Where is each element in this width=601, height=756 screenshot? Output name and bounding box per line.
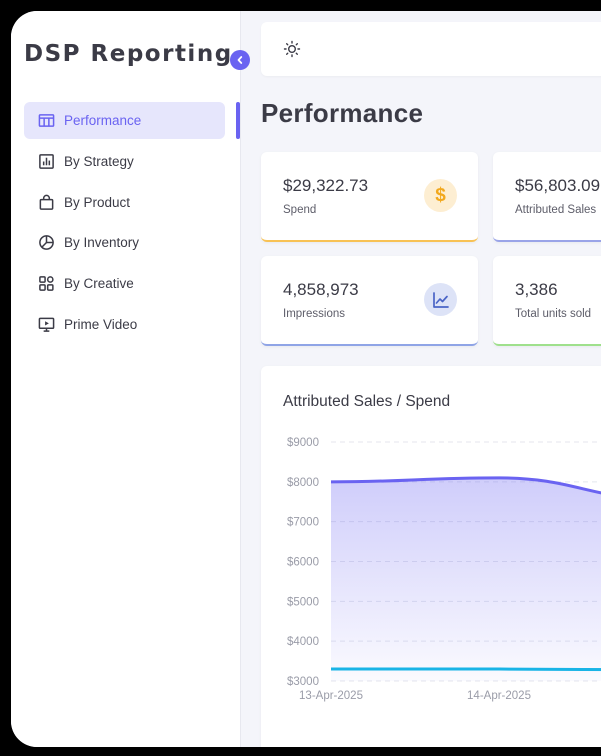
sidebar-item-by-creative[interactable]: By Creative <box>24 265 225 302</box>
y-tick-label: $7000 <box>287 517 319 529</box>
sidebar-item-by-strategy[interactable]: By Strategy <box>24 143 225 180</box>
page-title: Performance <box>261 98 424 128</box>
metric-card-attributed-sales: $56,803.09 Attributed Sales <box>493 152 601 242</box>
sidebar-item-label: By Product <box>64 194 131 210</box>
bar-chart-icon <box>38 153 55 170</box>
y-tick-label: $5000 <box>287 596 319 608</box>
sidebar-item-prime-video[interactable]: Prime Video <box>24 306 225 343</box>
x-tick-label: 13-Apr-2025 <box>299 690 363 702</box>
sidebar-item-label: By Strategy <box>64 153 134 169</box>
sidebar-item-performance[interactable]: Performance <box>24 102 225 139</box>
x-tick-label: 14-Apr-2025 <box>467 690 531 702</box>
series-area <box>331 477 601 681</box>
metric-value: $56,803.09 <box>515 176 601 195</box>
metric-value: 3,386 <box>515 280 558 299</box>
series-line <box>330 476 601 495</box>
y-tick-label: $6000 <box>287 557 319 569</box>
table-columns-icon <box>38 112 55 129</box>
sun-icon[interactable] <box>283 40 301 58</box>
sidebar: DSP Reporting Performance By Strategy By… <box>11 11 241 747</box>
metric-label: Total units sold <box>515 308 592 320</box>
y-tick-label: $4000 <box>287 636 319 648</box>
metric-card-units-sold: 3,386 Total units sold <box>493 256 601 346</box>
metric-value: $29,322.73 <box>283 176 369 195</box>
sales-spend-chart-card: Attributed Sales / Spend $9000 $8000 $7000… <box>261 366 601 747</box>
trend-chart-icon <box>424 283 457 316</box>
y-tick-label: $8000 <box>287 477 319 489</box>
tv-play-icon <box>38 316 55 333</box>
sidebar-item-label: Prime Video <box>64 316 138 332</box>
metric-value: 4,858,973 <box>283 280 359 299</box>
series-line <box>330 667 601 672</box>
sidebar-item-label: By Creative <box>64 276 134 292</box>
metric-card-spend: $29,322.73 Spend $ <box>261 152 478 242</box>
sidebar-item-by-inventory[interactable]: By Inventory <box>24 224 225 261</box>
active-nav-indicator <box>236 102 240 139</box>
y-tick-label: $3000 <box>287 676 319 688</box>
sidebar-collapse-button[interactable] <box>230 50 250 70</box>
metric-label: Impressions <box>283 308 345 320</box>
top-bar <box>261 22 601 76</box>
y-tick-label: $9000 <box>287 437 319 449</box>
metric-label: Attributed Sales <box>515 204 597 216</box>
pie-chart-icon <box>38 234 55 251</box>
grid-shapes-icon <box>38 275 55 292</box>
sidebar-nav: Performance By Strategy By Product By In… <box>24 102 225 347</box>
chevron-left-icon <box>237 56 243 64</box>
brand-logo-text: DSP Reporting <box>24 41 233 67</box>
dollar-icon: $ <box>424 179 457 212</box>
metric-label: Spend <box>283 204 317 216</box>
app-window: DSP Reporting Performance By Strategy By… <box>11 11 601 747</box>
metric-card-impressions: 4,858,973 Impressions <box>261 256 478 346</box>
chart-title: Attributed Sales / Spend <box>283 393 451 410</box>
sidebar-item-label: By Inventory <box>64 235 140 251</box>
sales-spend-line-chart: $9000 $8000 $7000 $6000 $5000 $4000 $3000 13-Ap… <box>287 437 601 702</box>
shopping-bag-icon <box>38 194 55 211</box>
sidebar-item-by-product[interactable]: By Product <box>24 184 225 221</box>
sidebar-item-label: Performance <box>64 113 142 128</box>
